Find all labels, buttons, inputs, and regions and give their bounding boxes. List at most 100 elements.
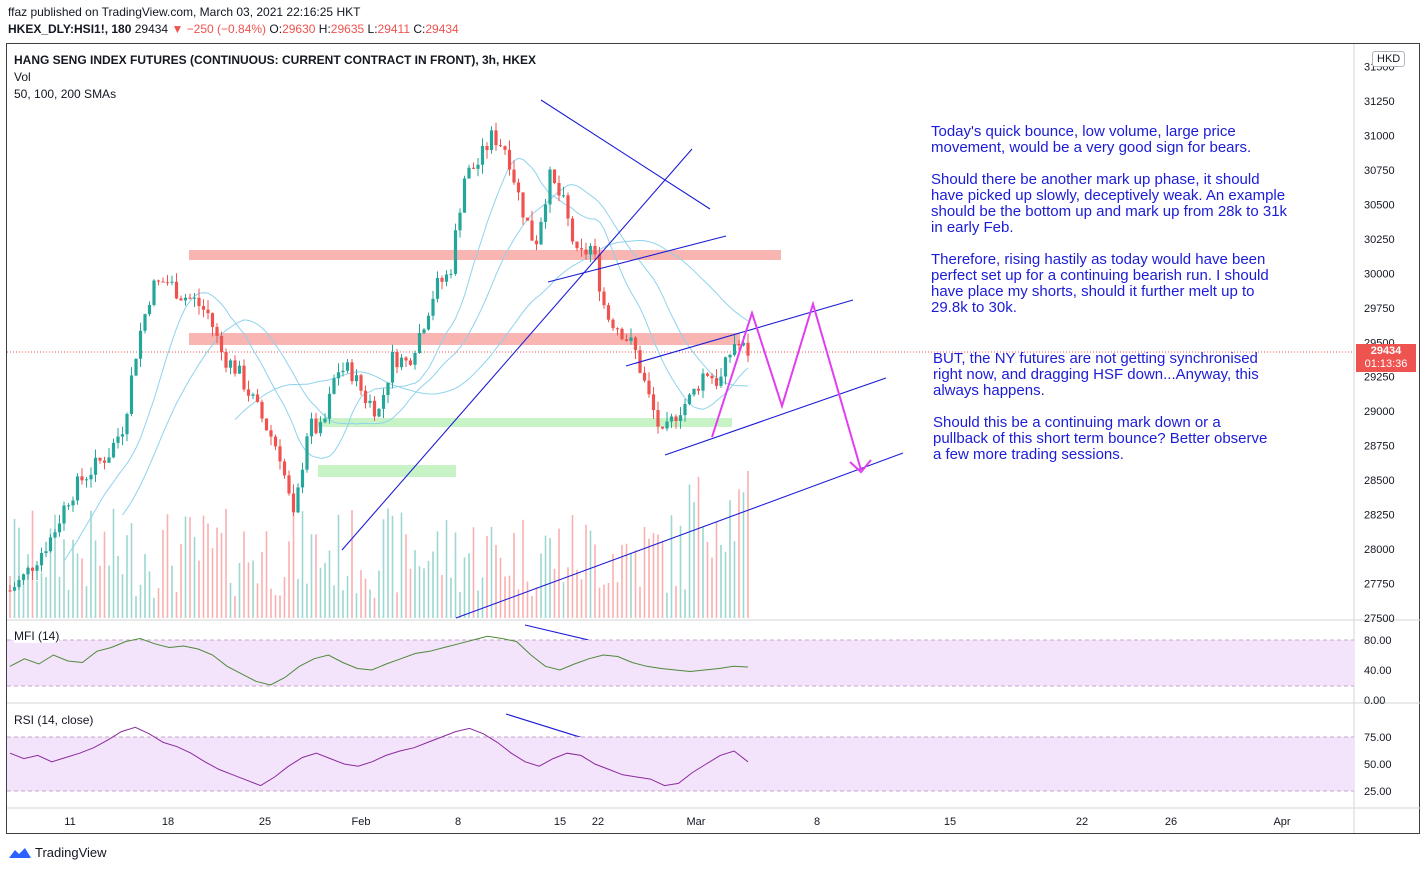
mfi-tick: 40.00 bbox=[1364, 665, 1392, 677]
price-tick: 28500 bbox=[1364, 475, 1395, 487]
volume-bar bbox=[166, 514, 169, 618]
volume-bar bbox=[661, 540, 664, 618]
mfi-band bbox=[7, 640, 1354, 686]
volume-bar bbox=[234, 596, 236, 618]
volume-bar bbox=[40, 572, 43, 618]
volume-bar bbox=[216, 527, 218, 618]
candle-body bbox=[206, 309, 210, 314]
candle-body bbox=[368, 400, 372, 404]
candle-body bbox=[30, 567, 35, 571]
volume-bar bbox=[346, 576, 349, 618]
candle-body bbox=[557, 182, 561, 196]
volume-bar bbox=[13, 518, 16, 618]
candle-body bbox=[345, 362, 350, 371]
volume-bar bbox=[378, 570, 380, 618]
note-4: BUT, the NY futures are not getting sync… bbox=[933, 350, 1259, 399]
volume-bar bbox=[27, 554, 29, 618]
candle-body bbox=[516, 182, 521, 193]
candle-body bbox=[188, 297, 192, 299]
candle-body bbox=[215, 326, 219, 336]
resistance-zone-lower bbox=[189, 333, 740, 345]
volume-bar bbox=[486, 535, 488, 618]
candle-body bbox=[656, 410, 660, 427]
candle-body bbox=[575, 241, 579, 249]
volume-bar bbox=[684, 589, 686, 618]
volume-bar bbox=[225, 508, 227, 618]
candle-body bbox=[696, 388, 701, 391]
candle-body bbox=[494, 130, 498, 146]
volume-bar bbox=[252, 560, 254, 618]
projection-arrowhead bbox=[849, 459, 872, 474]
volume-bar bbox=[288, 541, 290, 618]
last-price: 29434 bbox=[134, 22, 169, 36]
tradingview-logo-icon bbox=[9, 847, 31, 858]
symbol: HKEX_DLY:HSI1!, 180 bbox=[8, 22, 132, 36]
candle-body bbox=[21, 574, 26, 580]
volume-bar bbox=[22, 576, 25, 618]
price-tick: 30000 bbox=[1364, 268, 1395, 280]
change: ▼ −250 (−0.84%) bbox=[171, 22, 267, 36]
support-zone-upper bbox=[318, 418, 732, 427]
volume-bar bbox=[675, 585, 677, 618]
footer[interactable]: TradingView bbox=[8, 845, 107, 860]
candle-body bbox=[458, 212, 462, 231]
volume-bar bbox=[504, 576, 506, 618]
candle-body bbox=[431, 298, 435, 316]
volume-bar bbox=[306, 583, 308, 618]
candle-body bbox=[80, 476, 84, 481]
symbol-line: HKEX_DLY:HSI1!, 180 29434 ▼ −250 (−0.84%… bbox=[8, 22, 459, 36]
candle-body bbox=[408, 360, 413, 365]
candle-body bbox=[363, 390, 368, 404]
volume-bars bbox=[9, 470, 749, 618]
volume-bar bbox=[108, 565, 110, 618]
l-label: L: bbox=[367, 22, 378, 36]
price-tick: 30500 bbox=[1364, 199, 1395, 211]
volume-bar bbox=[702, 526, 704, 618]
volume-bar bbox=[72, 539, 74, 618]
volume-bar bbox=[625, 543, 628, 618]
candle-body bbox=[399, 357, 404, 368]
candle-body bbox=[179, 298, 183, 301]
candle-body bbox=[737, 344, 741, 346]
volume-bar bbox=[117, 555, 119, 618]
volume-bar bbox=[270, 588, 272, 618]
volume-bar bbox=[126, 535, 128, 618]
volume-bar bbox=[639, 586, 641, 618]
time-axis: 11 18 25 Feb 8 15 22 Mar 8 15 22 26 Apr bbox=[64, 816, 1291, 828]
c-value: 29434 bbox=[425, 22, 459, 36]
volume-bar bbox=[180, 543, 182, 618]
volume-bar bbox=[310, 534, 313, 618]
candle-body bbox=[579, 248, 584, 250]
volume-bar bbox=[369, 589, 371, 618]
volume-bar bbox=[634, 550, 637, 618]
candle-body bbox=[278, 446, 282, 462]
volume-bar bbox=[697, 476, 700, 618]
price-tick: 28000 bbox=[1364, 544, 1395, 556]
candle-body bbox=[539, 221, 543, 245]
candle-body bbox=[35, 565, 39, 571]
candle-body bbox=[534, 240, 539, 245]
volume-bar bbox=[261, 552, 263, 618]
time-tick: 26 bbox=[1165, 816, 1177, 828]
candle-body bbox=[296, 487, 300, 513]
candle-body bbox=[498, 145, 503, 147]
time-tick: Mar bbox=[687, 816, 706, 828]
candle-body bbox=[332, 378, 336, 394]
price-tag: 29434 01:13:36 bbox=[1356, 344, 1416, 372]
volume-bar bbox=[130, 523, 133, 618]
volume-bar bbox=[85, 586, 88, 618]
volume-bar bbox=[121, 574, 124, 618]
time-tick: 22 bbox=[1076, 816, 1088, 828]
candle-body bbox=[543, 204, 548, 222]
volume-bar bbox=[198, 560, 200, 618]
volume-bar bbox=[729, 500, 731, 618]
volume-bar bbox=[364, 578, 367, 618]
volume-bar bbox=[742, 492, 745, 618]
volume-bar bbox=[666, 592, 668, 618]
volume-bar bbox=[414, 550, 416, 618]
currency-badge[interactable]: HKD bbox=[1372, 51, 1406, 67]
candle-body bbox=[683, 404, 687, 416]
volume-bar bbox=[211, 548, 214, 618]
candle-body bbox=[692, 388, 696, 395]
